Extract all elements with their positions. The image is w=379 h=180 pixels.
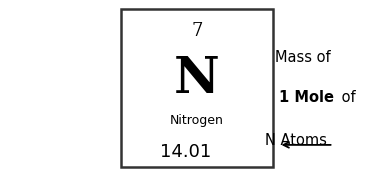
Text: N Atoms: N Atoms [265, 133, 327, 148]
Text: 7: 7 [191, 22, 203, 40]
Text: 1 Mole: 1 Mole [279, 90, 334, 105]
Text: Nitrogen: Nitrogen [170, 114, 224, 127]
Text: of: of [337, 90, 356, 105]
Text: 14.01: 14.01 [160, 143, 211, 161]
Text: Mass of: Mass of [276, 50, 331, 65]
Text: N: N [174, 55, 220, 104]
Bar [121, 9, 273, 167]
